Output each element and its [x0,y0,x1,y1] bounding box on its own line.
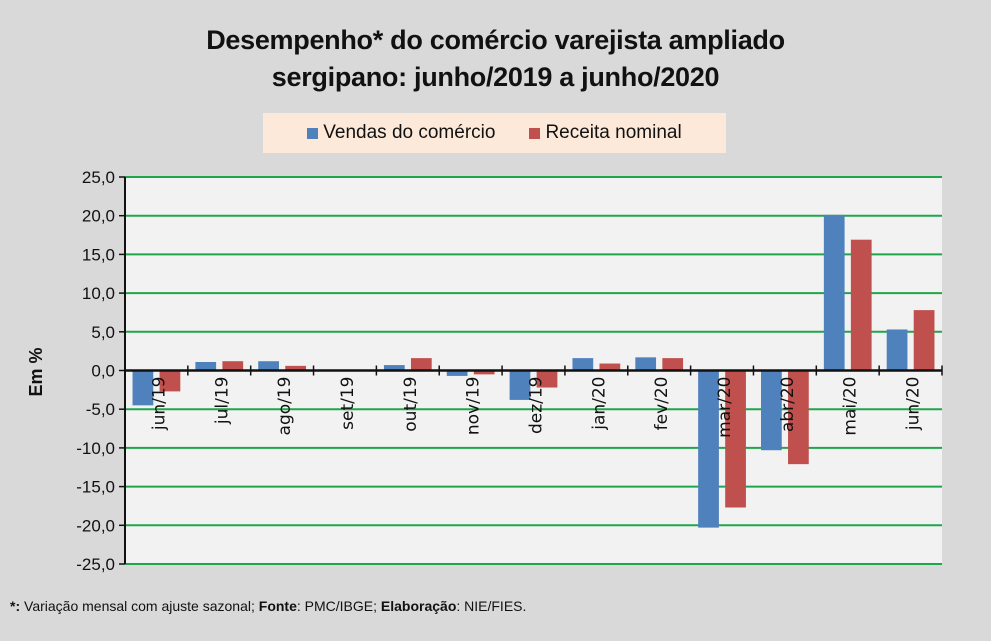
x-tick-label: jul/19 [212,377,232,426]
y-tick-label: -25,0 [76,555,115,574]
chart-title-line-2: sergipano: junho/2019 a junho/2020 [271,62,720,92]
legend-swatch-vendas [307,127,319,139]
bar-vendas-nov-19 [446,370,468,376]
x-tick-labels: jun/19 jul/19 ago/19 set/19 out/19 nov/19 dez/… [149,376,923,437]
bar-vendas-abr-20 [761,370,782,451]
bar-receita-fev-20 [662,358,684,371]
x-tick-label: fev/20 [652,377,672,431]
bar-receita-dez-19 [536,370,558,388]
footnote-star-text: Variação mensal com ajuste sazonal; [20,598,259,614]
legend-label-receita: Receita nominal [545,122,682,143]
legend-label-vendas: Vendas do comércio [323,122,496,143]
bar-receita-jul-19 [222,361,244,371]
footnote-elab-label: Elaboração [380,598,457,614]
legend-swatch-receita [529,127,541,139]
x-tick-label: out/19 [401,377,421,432]
y-tick-label: -15,0 [76,478,115,497]
y-tick-label: 5,0 [91,323,115,342]
bar-vendas-dez-19 [509,370,531,400]
bar-vendas-jan-20 [572,358,594,371]
bar-receita-abr-20 [788,370,809,465]
chart-title-line-1: Desempenho* do comércio varejista amplia… [206,25,785,55]
bar-receita-ago-19 [285,365,306,371]
x-tick-label: ago/19 [275,377,295,436]
legend-item-receita: Receita nominal [529,122,682,144]
footnote: *: Variação mensal com ajuste sazonal; F… [10,598,526,614]
legend: Vendas do comércio Receita nominal [263,113,726,153]
y-tick-label: 15,0 [82,245,115,264]
y-tick-label: -5,0 [86,400,115,419]
y-tick-label: 10,0 [82,284,115,303]
bar-vendas-mar-20 [698,370,719,528]
bar-vendas-jul-19 [195,361,217,371]
x-tick-label: abr/20 [778,377,798,433]
footnote-fonte-text: : PMC/IBGE; [296,598,381,614]
x-tick-label: jan/20 [589,377,609,431]
x-tick-label: jun/19 [149,377,169,432]
chart-title: Desempenho* do comércio varejista amplia… [0,22,991,96]
y-tick-label: -20,0 [76,516,115,535]
bar-receita-jun-20 [913,310,935,371]
bar-vendas-ago-19 [258,361,279,371]
y-tick-label: 20,0 [82,207,115,226]
y-tick-label: 25,0 [82,168,115,187]
bar-receita-mar-20 [725,370,746,508]
x-tick-label: mai/20 [841,377,861,436]
y-tick-labels: 25,0 20,0 15,0 10,0 5,0 0,0 -5,0 -10,0 -15,0 -20,… [76,168,115,574]
bar-receita-nov-19 [473,370,495,375]
bar-vendas-jun-19 [132,370,154,406]
axes [119,176,943,565]
legend-item-vendas: Vendas do comércio [307,122,495,144]
x-tick-label: set/19 [338,377,358,430]
x-tick-label: nov/19 [464,376,484,435]
bar-receita-jun-19 [159,370,181,392]
footnote-elab-text: : NIE/FIES. [456,598,527,614]
x-tick-label: dez/19 [527,377,547,435]
bar-vendas-jun-20 [886,329,908,371]
bar-receita-jan-20 [599,363,621,371]
bar-vendas-fev-20 [635,357,657,371]
footnote-star: *: [10,598,21,614]
bar-vendas-out-19 [383,365,405,371]
bars [132,214,935,528]
bar-receita-out-19 [410,358,432,371]
bar-receita-mai-20 [850,239,872,371]
footnote-fonte-label: Fonte [258,598,297,614]
x-tick-label: mar/20 [715,377,735,438]
bar-vendas-mai-20 [823,214,845,371]
y-axis-label: Em % [26,347,46,396]
x-tick-label: jun/20 [904,377,924,432]
y-tick-label: 0,0 [91,362,115,381]
y-tick-label: -10,0 [76,439,115,458]
